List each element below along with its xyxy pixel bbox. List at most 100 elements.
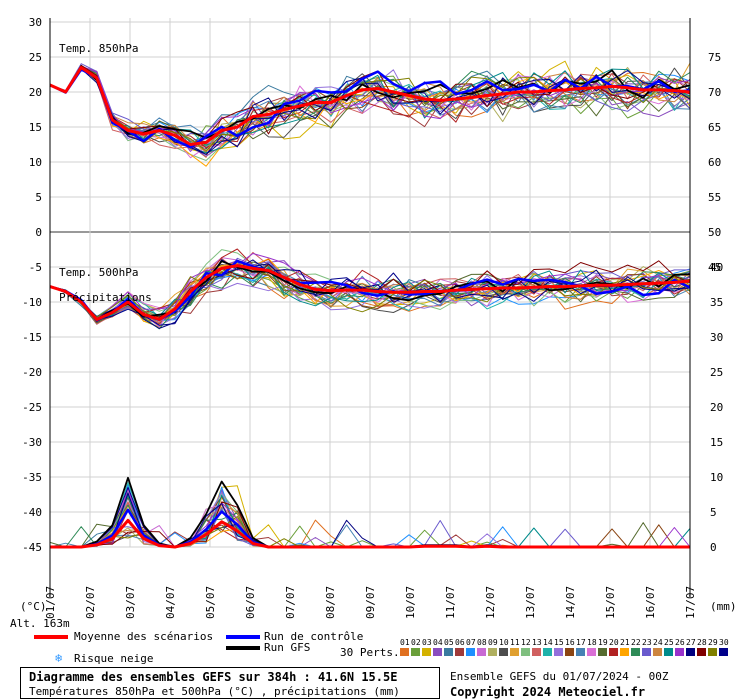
pert-number: 29 xyxy=(708,638,718,647)
pert-color-cell xyxy=(554,648,563,656)
left-tick-label: 20 xyxy=(29,86,42,99)
x-tick-label: 15/07 xyxy=(604,586,617,619)
pert-color-cell xyxy=(411,648,420,656)
left-tick-label: 10 xyxy=(29,156,42,169)
pert-color-cell xyxy=(466,648,475,656)
right-top-tick-label: 60 xyxy=(708,156,721,169)
left-tick-label: 15 xyxy=(29,121,42,134)
mean-line-500 xyxy=(49,264,691,321)
pert-color-cell xyxy=(719,648,728,656)
label-precip: Précipitations xyxy=(59,291,152,304)
x-tick-label: 01/07 xyxy=(44,586,57,619)
pert-number: 20 xyxy=(609,638,619,647)
pert-color-cell xyxy=(642,648,651,656)
pert-color-cell xyxy=(433,648,442,656)
x-tick-label: 13/07 xyxy=(524,586,537,619)
series-lines xyxy=(49,65,691,549)
left-tick-label: -5 xyxy=(29,261,42,274)
right-bottom-tick-label: 10 xyxy=(710,471,723,484)
mean-line-precip xyxy=(50,518,690,549)
pert-number: 17 xyxy=(576,638,586,647)
right-bottom-tick-label: 35 xyxy=(710,296,723,309)
pert-number: 10 xyxy=(499,638,509,647)
left-tick-label: 30 xyxy=(29,16,42,29)
left-tick-label: -35 xyxy=(22,471,42,484)
x-tick-label: 06/07 xyxy=(244,586,257,619)
legend-control-label: Run de contrôle xyxy=(264,630,364,643)
legend-gfs-swatch xyxy=(226,646,260,650)
pert-color-cell xyxy=(708,648,717,656)
pert-color-cell xyxy=(631,648,640,656)
label-temp-850: Temp. 850hPa xyxy=(59,42,138,55)
chart-subtitle: Températures 850hPa et 500hPa (°C) , pré… xyxy=(29,685,400,698)
pert-color-cell xyxy=(543,648,552,656)
pert-number: 16 xyxy=(565,638,575,647)
pert-number: 19 xyxy=(598,638,608,647)
pert-number: 07 xyxy=(466,638,476,647)
pert-color-cell xyxy=(499,648,508,656)
pert-number: 01 xyxy=(400,638,410,647)
left-tick-label: -20 xyxy=(22,366,42,379)
pert-number: 12 xyxy=(521,638,531,647)
pert-number: 03 xyxy=(422,638,432,647)
x-tick-label: 10/07 xyxy=(404,586,417,619)
right-bottom-tick-label: 40 xyxy=(710,261,723,274)
left-tick-label: 0 xyxy=(35,226,42,239)
pert-color-cell xyxy=(686,648,695,656)
label-temp-500: Temp. 500hPa xyxy=(59,266,138,279)
pert-number: 05 xyxy=(444,638,454,647)
member-line-500 xyxy=(49,253,691,320)
left-tick-label: -15 xyxy=(22,331,42,344)
pert-color-cell xyxy=(587,648,596,656)
mean-line-850 xyxy=(49,66,691,146)
x-tick-label: 03/07 xyxy=(124,586,137,619)
legend-snow-label: Risque neige xyxy=(74,652,154,665)
member-line-500 xyxy=(49,259,691,329)
member-line-850 xyxy=(49,67,691,158)
right-bottom-tick-label: 5 xyxy=(710,506,717,519)
pert-color-cell xyxy=(422,648,431,656)
pert-number: 06 xyxy=(455,638,465,647)
right-bottom-tick-label: 20 xyxy=(710,401,723,414)
x-tick-label: 11/07 xyxy=(444,586,457,619)
pert-color-cell xyxy=(532,648,541,656)
chart-grid xyxy=(49,18,691,548)
pert-color-cell xyxy=(609,648,618,656)
right-bottom-tick-label: 25 xyxy=(710,366,723,379)
pert-number: 30 xyxy=(719,638,729,647)
chart-title: Diagramme des ensembles GEFS sur 384h : … xyxy=(29,670,398,684)
pert-number: 15 xyxy=(554,638,564,647)
right-bottom-tick-label: 15 xyxy=(710,436,723,449)
x-tick-label: 02/07 xyxy=(84,586,97,619)
left-tick-label: 25 xyxy=(29,51,42,64)
x-tick-label: 12/07 xyxy=(484,586,497,619)
pert-color-cell xyxy=(400,648,409,656)
left-axis-unit: (°C) xyxy=(20,600,47,613)
pert-number: 13 xyxy=(532,638,542,647)
right-top-tick-label: 70 xyxy=(708,86,721,99)
x-tick-label: 05/07 xyxy=(204,586,217,619)
x-tick-label: 16/07 xyxy=(644,586,657,619)
pert-color-cell xyxy=(653,648,662,656)
right-top-tick-label: 65 xyxy=(708,121,721,134)
pert-number: 24 xyxy=(653,638,663,647)
right-top-tick-label: 50 xyxy=(708,226,721,239)
right-axis-unit: (mm) xyxy=(710,600,737,613)
copyright: Copyright 2024 Meteociel.fr xyxy=(450,685,646,699)
pert-number: 22 xyxy=(631,638,641,647)
snow-icon: ❄ xyxy=(55,651,63,665)
right-bottom-tick-label: 30 xyxy=(710,331,723,344)
pert-number: 25 xyxy=(664,638,674,647)
x-tick-label: 17/07 xyxy=(684,586,697,619)
legend-gfs-label: Run GFS xyxy=(264,641,311,654)
right-top-tick-label: 55 xyxy=(708,191,721,204)
pert-number: 26 xyxy=(675,638,685,647)
pert-number: 21 xyxy=(620,638,630,647)
pert-number: 08 xyxy=(477,638,487,647)
left-tick-label: -45 xyxy=(22,541,42,554)
left-tick-label: 5 xyxy=(35,191,42,204)
x-tick-label: 04/07 xyxy=(164,586,177,619)
pert-number: 02 xyxy=(411,638,421,647)
x-tick-label: 09/07 xyxy=(364,586,377,619)
